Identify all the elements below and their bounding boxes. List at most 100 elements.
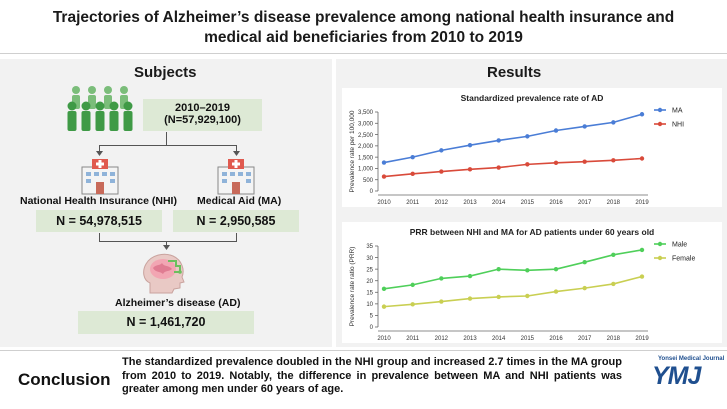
x-tick-label: 2015 [521, 200, 535, 206]
data-point-ma [553, 128, 559, 133]
x-tick-label: 2011 [406, 200, 420, 206]
data-point-nhi [439, 169, 444, 174]
y-tick-label: 2,000 [358, 144, 374, 150]
data-point-nhi [525, 162, 530, 167]
data-point-male [639, 247, 645, 253]
prevalence-chart: Standardized prevalence rate of AD 0 500 1,… [349, 93, 684, 206]
connector-split [99, 145, 236, 146]
y-tick-label: 15 [366, 290, 373, 296]
period-text: 2010–2019 [174, 102, 231, 114]
y-tick-label: 0 [370, 189, 374, 195]
x-tick-label: 2017 [578, 336, 592, 342]
x-tick-label: 2010 [377, 200, 391, 206]
data-point-male [496, 266, 501, 272]
legend-label-female: Female [672, 256, 695, 263]
legend-label-nhi: NHI [672, 122, 684, 129]
data-point-ma [611, 120, 616, 125]
data-point-female [553, 289, 559, 294]
data-point-female [381, 304, 387, 309]
x-tick-label: 2018 [607, 336, 621, 342]
x-tick-label: 2013 [463, 336, 477, 342]
x-tick-label: 2017 [578, 200, 592, 206]
results-heading: Results [487, 64, 542, 81]
data-point-nhi [582, 159, 587, 164]
data-point-female [467, 296, 473, 301]
data-point-ma [381, 160, 387, 165]
conclusion-label: Conclusion [18, 370, 111, 389]
connector-ad [166, 241, 167, 247]
prr-chart: PRR between NHI and MA for AD patients u… [349, 227, 695, 342]
data-point-female [410, 302, 415, 307]
data-point-nhi [467, 167, 473, 172]
y-tick-label: 1,000 [358, 167, 374, 173]
ma-hospital-icon [217, 159, 255, 195]
data-point-male [611, 252, 616, 257]
x-tick-label: 2018 [607, 200, 621, 206]
population-icon [67, 86, 133, 131]
data-point-female [496, 294, 501, 300]
connector-left [99, 145, 100, 153]
nhi-count-box: N = 54,978,515 [36, 210, 162, 232]
chart-prr-box: PRR between NHI and MA for AD patients u… [342, 222, 722, 343]
y-tick-label: 25 [366, 267, 373, 273]
legend-marker-nhi [657, 121, 663, 127]
data-point-nhi [553, 160, 559, 165]
data-point-male [381, 286, 387, 292]
series-line-nhi [383, 157, 643, 178]
brain-head-icon [143, 253, 185, 294]
x-tick-label: 2015 [521, 336, 535, 342]
x-tick-label: 2019 [635, 336, 649, 342]
x-tick-label: 2011 [406, 336, 420, 342]
data-point-female [525, 293, 530, 299]
data-point-nhi [611, 158, 616, 163]
total-text: (N=57,929,100) [164, 114, 241, 126]
data-point-female [582, 285, 587, 291]
data-point-female [611, 281, 616, 287]
data-point-ma [496, 138, 501, 143]
data-point-ma [582, 124, 587, 129]
data-point-nhi [639, 156, 645, 161]
data-point-female [639, 274, 645, 279]
data-point-female [439, 299, 444, 304]
x-tick-label: 2010 [377, 336, 391, 342]
connector-join [99, 241, 237, 242]
data-point-nhi [496, 165, 501, 170]
connector-top [166, 132, 167, 145]
y-tick-label: 3,000 [358, 121, 374, 127]
subjects-heading: Subjects [134, 64, 197, 81]
data-point-nhi [381, 174, 387, 179]
data-point-male [582, 260, 587, 265]
legend-marker-female [657, 255, 663, 261]
data-point-ma [525, 134, 530, 139]
data-point-male [439, 276, 444, 281]
y-tick-label: 3,500 [358, 110, 374, 116]
arrow-ma-icon [233, 151, 240, 156]
total-box: 2010–2019 (N=57,929,100) [143, 99, 262, 131]
page-title: Trajectories of Alzheimer’s disease prev… [0, 8, 727, 48]
legend-marker-ma [657, 107, 663, 113]
arrow-nhi-icon [96, 151, 103, 156]
nhi-hospital-icon [81, 159, 119, 195]
ma-count-box: N = 2,950,585 [173, 210, 299, 232]
series-line-male [383, 249, 643, 290]
chart-title: Standardized prevalence rate of AD [461, 93, 604, 103]
arrow-ad-icon [163, 245, 170, 250]
data-point-ma [410, 154, 415, 160]
data-point-male [467, 273, 473, 279]
x-tick-label: 2012 [435, 200, 449, 206]
page-title-line2: medical aid beneficiaries from 2010 to 2… [204, 29, 523, 46]
legend-marker-male [657, 241, 663, 247]
chart-prevalence-box: Standardized prevalence rate of AD 0 500 1,… [342, 88, 722, 207]
x-tick-label: 2014 [492, 336, 506, 342]
x-tick-label: 2013 [463, 200, 477, 206]
ad-label: Alzheimer’s disease (AD) [115, 297, 241, 309]
legend-label-ma: MA [672, 108, 683, 115]
x-tick-label: 2019 [635, 200, 649, 206]
y-tick-label: 10 [366, 302, 373, 308]
data-point-male [553, 266, 559, 272]
data-point-ma [439, 148, 444, 153]
journal-logo: YMJ [652, 362, 701, 390]
x-tick-label: 2014 [492, 200, 506, 206]
journal-name: Yonsei Medical Journal [658, 356, 725, 362]
data-point-male [525, 268, 530, 273]
